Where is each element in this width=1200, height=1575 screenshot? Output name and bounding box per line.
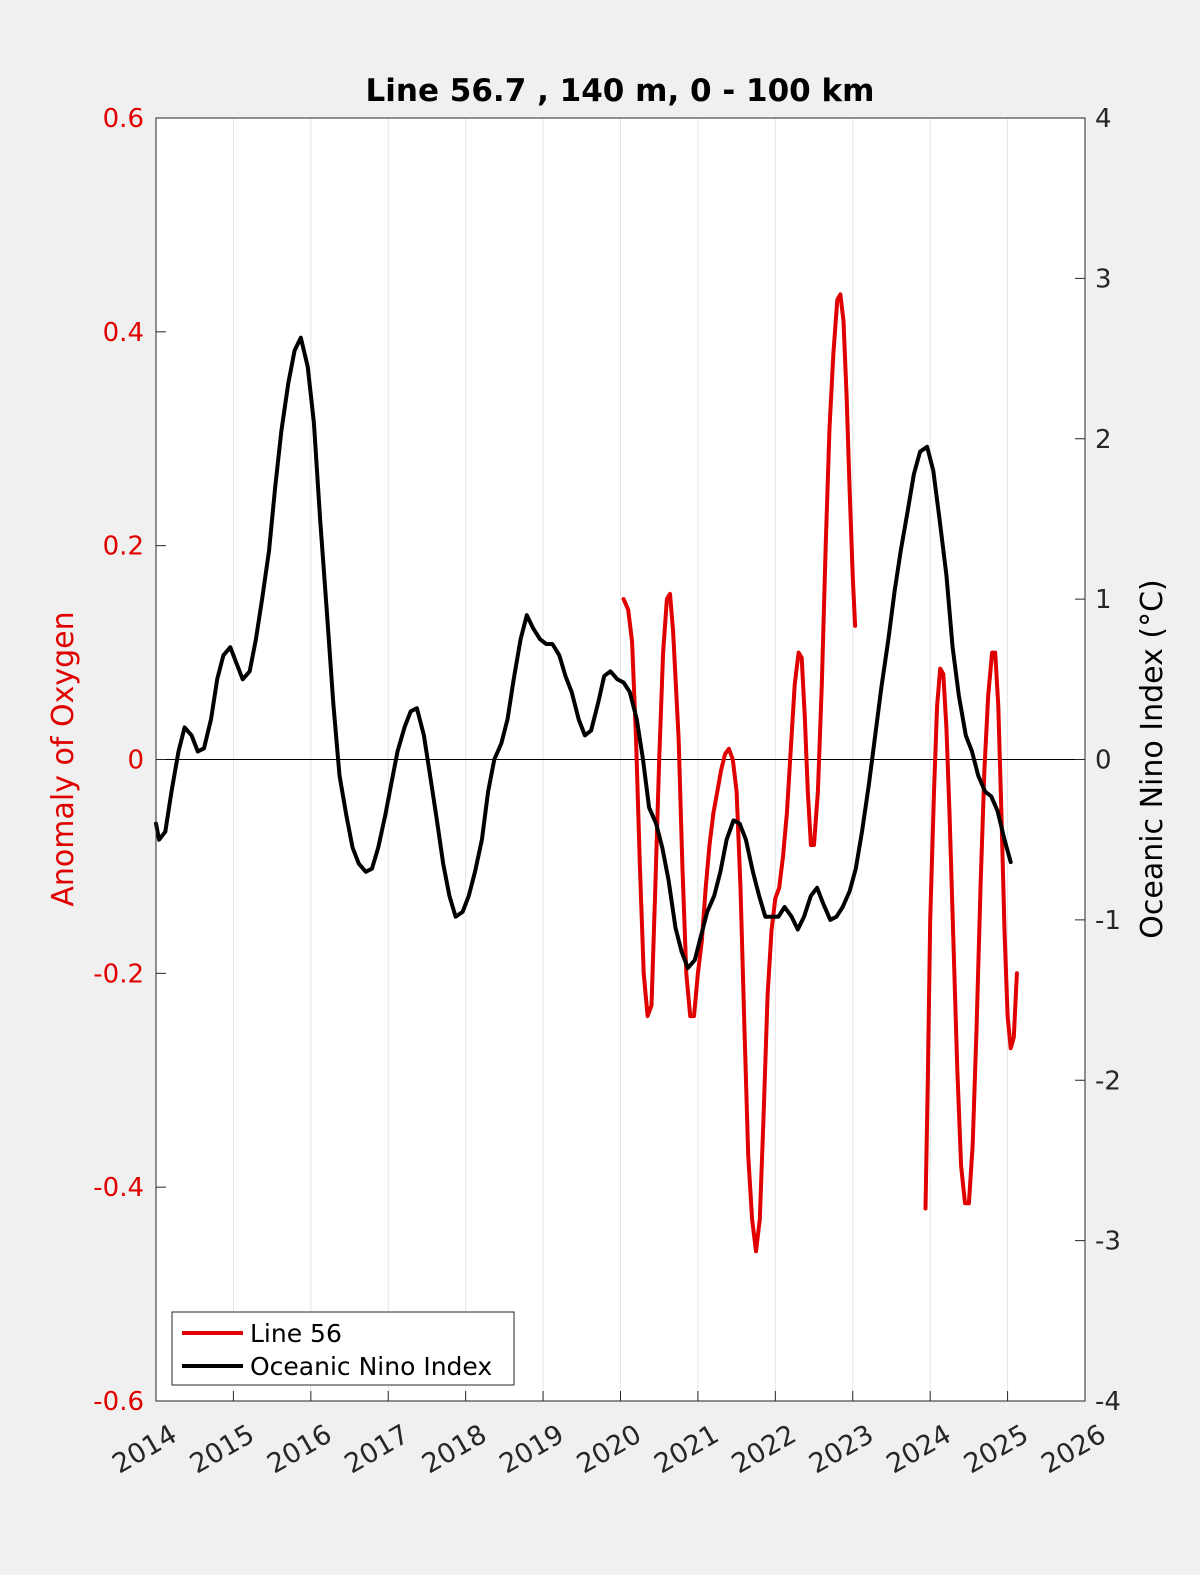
series-layer <box>154 292 1019 1254</box>
y-tick-label-right: 4 <box>1095 104 1112 134</box>
y-axis-label-left: Anomaly of Oxygen <box>46 611 81 906</box>
y-tick-label-left: 0.6 <box>103 104 144 134</box>
y-tick-label-left: -0.6 <box>93 1387 144 1417</box>
legend: Line 56 Oceanic Nino Index <box>171 1311 515 1386</box>
legend-box <box>171 1311 515 1386</box>
y-axis-label-right: Oceanic Nino Index (°C) <box>1135 579 1170 939</box>
y-tick-label-right: 3 <box>1095 264 1112 294</box>
series-line-line56 <box>621 292 858 1254</box>
y-tick-label-left: 0.2 <box>103 532 144 562</box>
y-tick-label-left: -0.2 <box>93 959 144 989</box>
series-line-oni <box>154 335 1013 970</box>
y-tick-label-right: 1 <box>1095 585 1112 615</box>
y-tick-label-right: -4 <box>1095 1387 1121 1417</box>
series-line-line56 <box>923 650 1019 1211</box>
legend-label-line56: Line 56 <box>250 1319 342 1348</box>
y-tick-label-left: 0 <box>127 746 144 776</box>
y-tick-label-right: 0 <box>1095 746 1112 776</box>
y-tick-label-right: -2 <box>1095 1066 1121 1096</box>
y-tick-label-left: -0.4 <box>93 1173 144 1203</box>
y-tick-label-left: 0.4 <box>103 318 144 348</box>
y-tick-label-right: 2 <box>1095 425 1112 455</box>
legend-label-oni: Oceanic Nino Index <box>250 1352 492 1381</box>
y-tick-label-right: -1 <box>1095 906 1121 936</box>
chart-title: Line 56.7 , 140 m, 0 - 100 km <box>366 73 875 109</box>
y-tick-label-right: -3 <box>1095 1227 1121 1257</box>
